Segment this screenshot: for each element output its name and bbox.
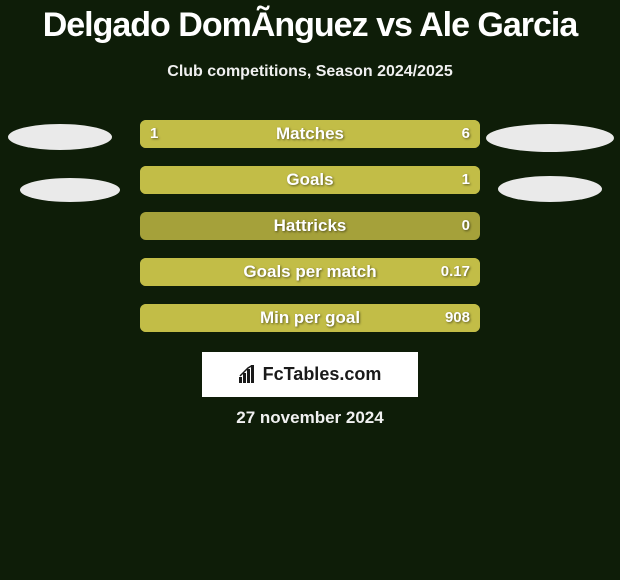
stat-row: Min per goal908 xyxy=(0,294,620,340)
stat-bar-left-fill xyxy=(140,120,188,148)
logo-text: FcTables.com xyxy=(263,364,382,384)
stat-bar-track xyxy=(140,212,480,240)
stat-row: Hattricks0 xyxy=(0,202,620,248)
stat-bar-track xyxy=(140,304,480,332)
stat-bar-right-fill xyxy=(140,304,480,332)
infographic-date: 27 november 2024 xyxy=(0,408,620,428)
stat-row: Matches16 xyxy=(0,110,620,156)
stat-bar-left-fill xyxy=(140,166,480,194)
fctables-logo: FcTables.com xyxy=(202,352,418,397)
stat-bar-left-fill xyxy=(140,258,480,286)
player2-name: Ale Garcia xyxy=(419,6,577,44)
stat-row: Goals per match0.17 xyxy=(0,248,620,294)
stat-bar-track xyxy=(140,166,480,194)
subtitle: Club competitions, Season 2024/2025 xyxy=(0,63,620,81)
stat-bar-track xyxy=(140,258,480,286)
stat-row: Goals1 xyxy=(0,156,620,202)
vs-separator: vs xyxy=(376,6,412,44)
player1-name: Delgado DomÃ­nguez xyxy=(43,6,368,44)
stat-bar-track xyxy=(140,120,480,148)
page-title: Delgado DomÃ­nguez vs Ale Garcia xyxy=(0,0,620,45)
stats-container: Matches16Goals1Hattricks0Goals per match… xyxy=(0,110,620,340)
stat-bar-right-fill xyxy=(188,120,480,148)
comparison-infographic: Delgado DomÃ­nguez vs Ale Garcia Club co… xyxy=(0,0,620,580)
bars-icon xyxy=(239,365,259,383)
